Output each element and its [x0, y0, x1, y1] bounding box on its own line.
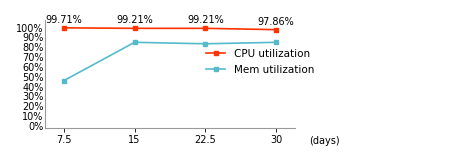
CPU utilization	[273, 29, 279, 31]
Mem utilization	[61, 80, 66, 82]
Mem utilization	[202, 43, 208, 45]
CPU utilization	[61, 27, 66, 29]
Text: 99.71%: 99.71%	[45, 15, 82, 25]
CPU utilization	[202, 27, 208, 29]
Text: 97.86%: 97.86%	[258, 17, 295, 27]
Line: Mem utilization: Mem utilization	[62, 40, 278, 83]
Text: 99.21%: 99.21%	[187, 15, 224, 25]
Line: CPU utilization: CPU utilization	[62, 25, 278, 32]
Text: (days): (days)	[309, 136, 340, 146]
Mem utilization	[273, 41, 279, 43]
Text: 99.21%: 99.21%	[116, 15, 153, 25]
Legend: CPU utilization, Mem utilization: CPU utilization, Mem utilization	[202, 44, 318, 79]
CPU utilization	[132, 27, 137, 29]
Mem utilization	[132, 41, 137, 43]
